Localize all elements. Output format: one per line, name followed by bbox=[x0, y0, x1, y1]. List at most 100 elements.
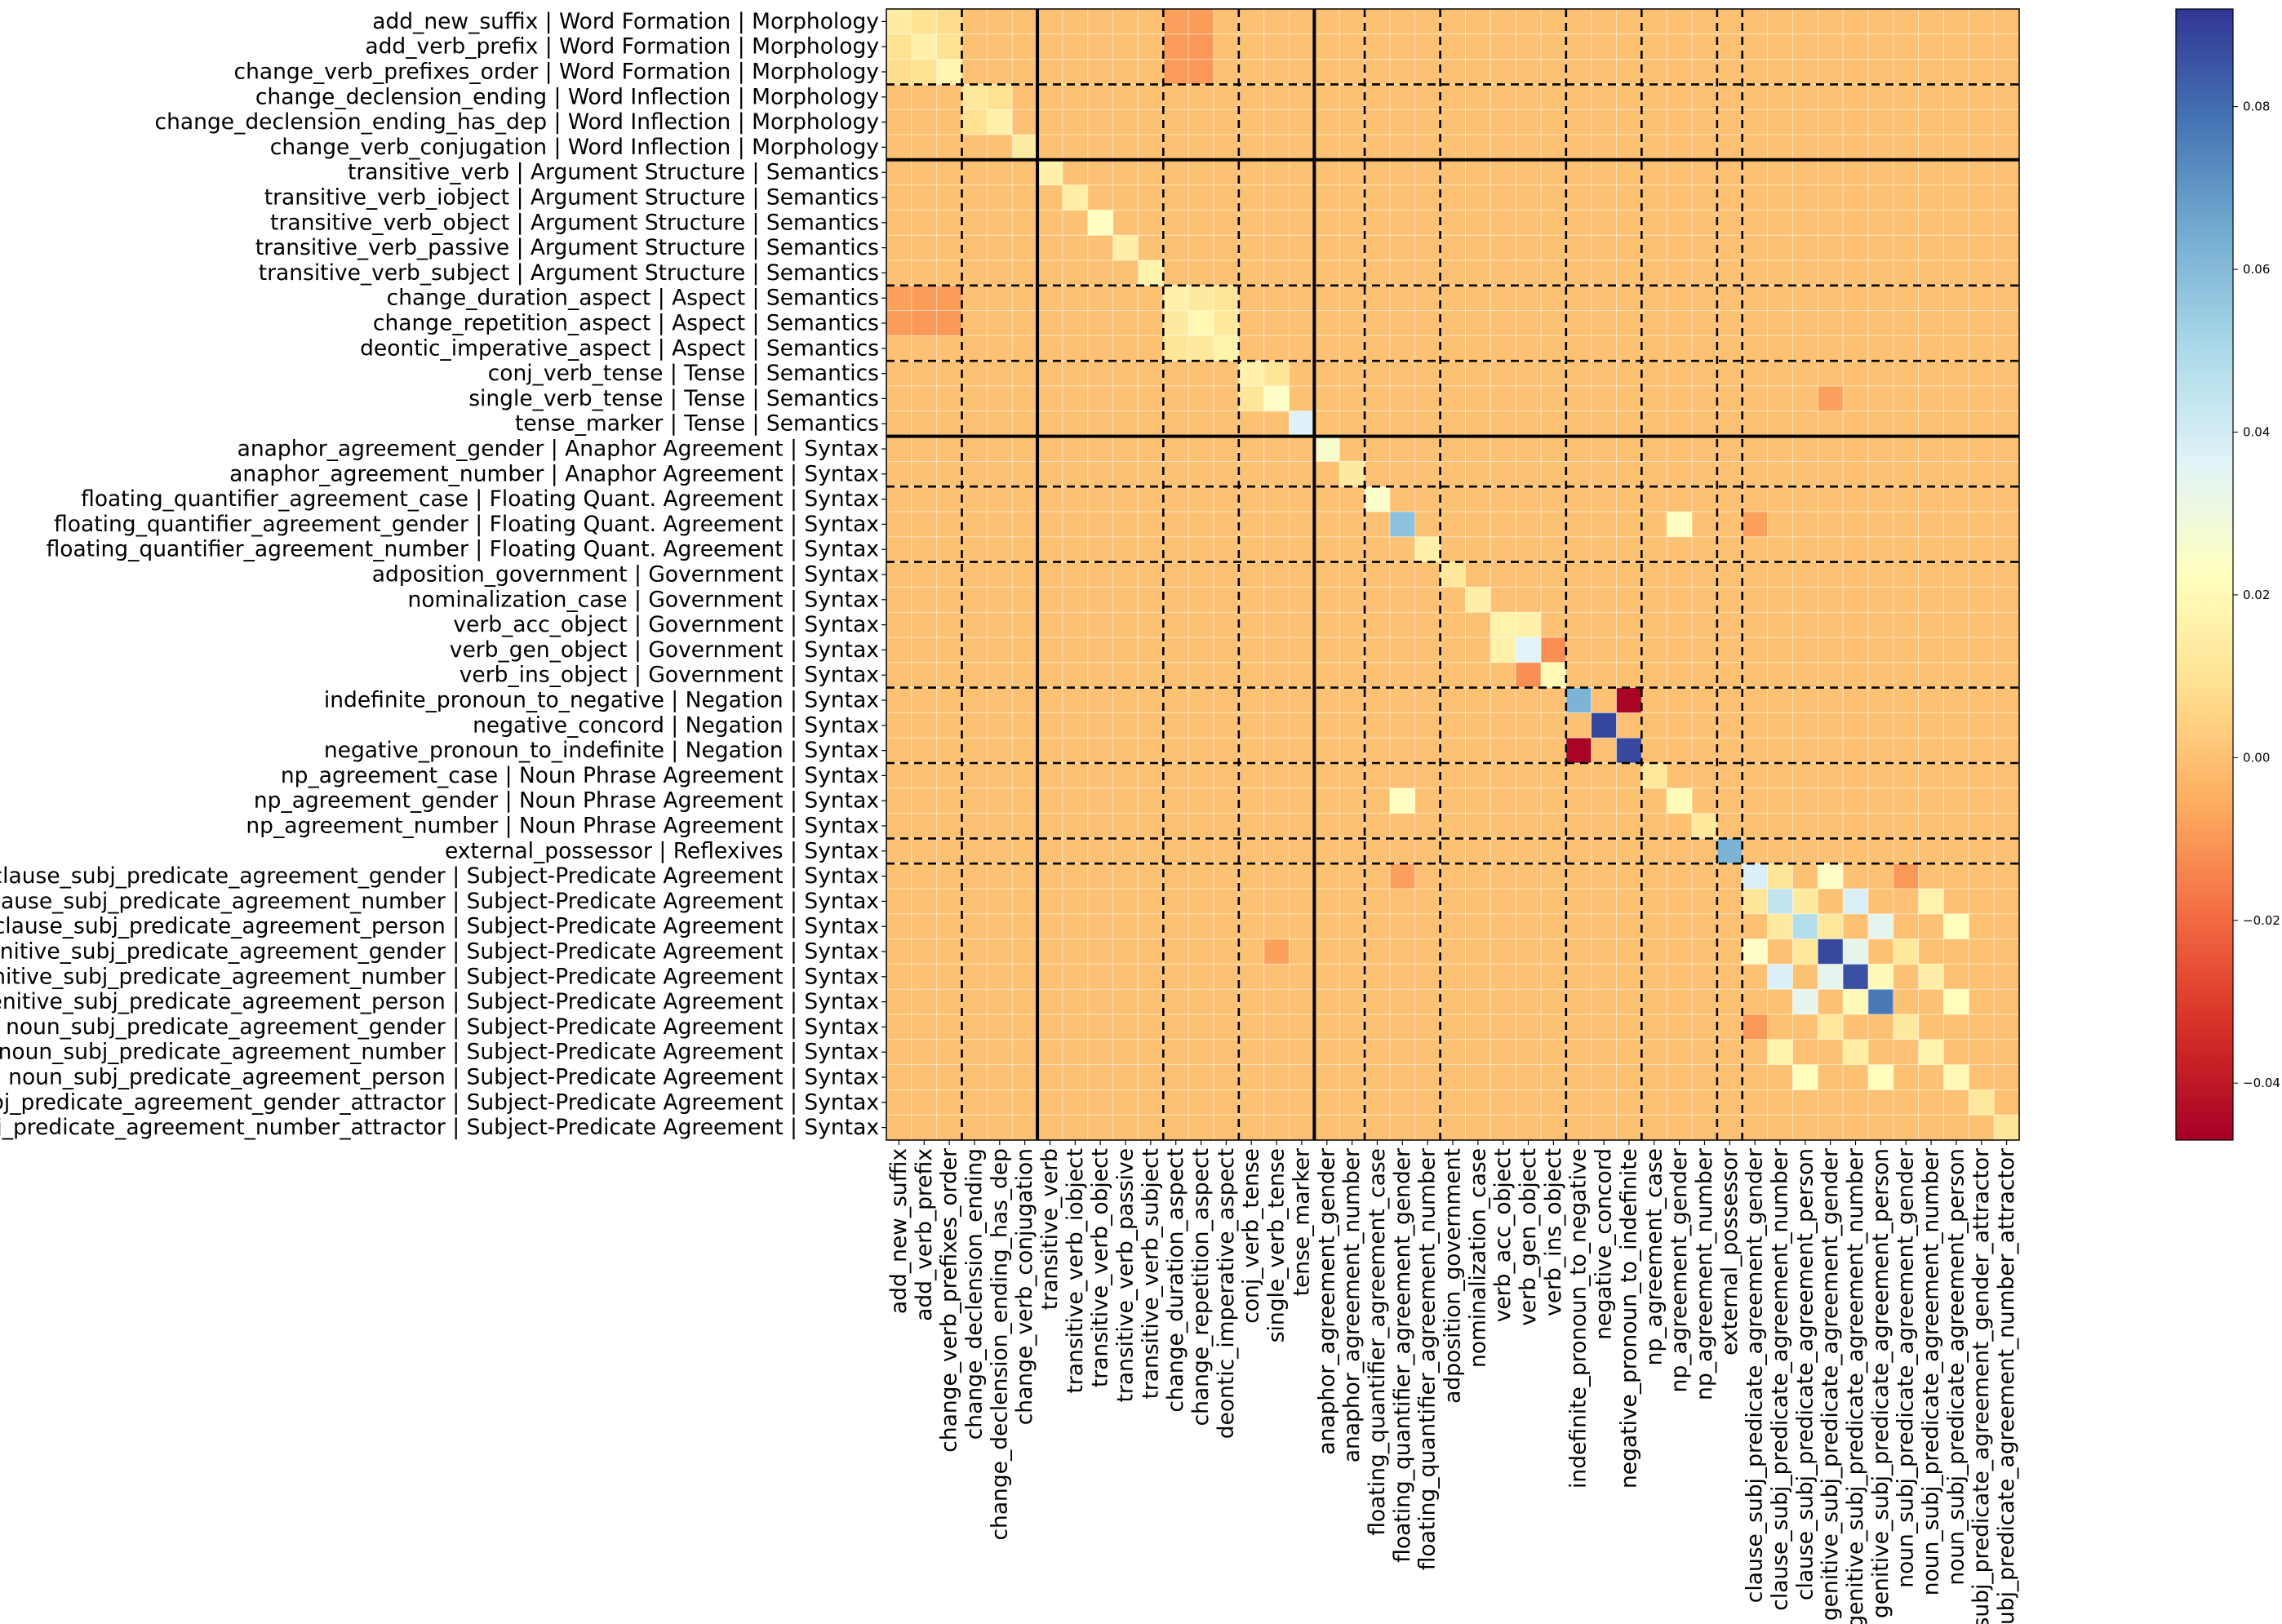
heatmap-cell bbox=[1389, 159, 1416, 185]
heatmap-cell bbox=[1843, 838, 1869, 864]
heatmap-cell bbox=[911, 410, 938, 437]
heatmap-cell bbox=[1465, 135, 1491, 161]
heatmap-cell bbox=[1969, 260, 1995, 286]
heatmap-cell bbox=[911, 310, 938, 336]
heatmap-cell bbox=[1565, 486, 1592, 512]
heatmap-cell bbox=[1087, 436, 1113, 462]
heatmap-cell bbox=[1238, 763, 1265, 789]
heatmap-cell bbox=[1188, 938, 1214, 965]
column-label: nominalization_case bbox=[1465, 1148, 1490, 1368]
heatmap-cell bbox=[1087, 913, 1113, 939]
heatmap-cell bbox=[1641, 210, 1667, 236]
heatmap-cell bbox=[1843, 612, 1869, 638]
heatmap-cell bbox=[1339, 813, 1365, 839]
row-label: clause_subj_predicate_agreement_person |… bbox=[0, 914, 879, 939]
heatmap-cell bbox=[1087, 989, 1113, 1015]
heatmap-cell bbox=[1540, 989, 1567, 1015]
heatmap-cell bbox=[1591, 33, 1617, 60]
heatmap-cell bbox=[1943, 260, 1969, 286]
heatmap-cell bbox=[1263, 1064, 1290, 1090]
heatmap-cell bbox=[1716, 210, 1743, 236]
heatmap-cell bbox=[1012, 84, 1038, 110]
heatmap-cell bbox=[1087, 109, 1113, 135]
heatmap-cell bbox=[1062, 335, 1089, 362]
heatmap-cell bbox=[1843, 335, 1869, 362]
heatmap-cell bbox=[911, 33, 938, 60]
heatmap-cell bbox=[1087, 410, 1113, 437]
heatmap-cell bbox=[1188, 9, 1214, 35]
heatmap-cell bbox=[886, 159, 912, 185]
heatmap-cell bbox=[1414, 135, 1441, 161]
row-label: np_agreement_case | Noun Phrase Agreemen… bbox=[281, 763, 879, 788]
heatmap-cell bbox=[1767, 84, 1793, 110]
heatmap-cell bbox=[1138, 687, 1164, 713]
heatmap-cell bbox=[886, 135, 912, 161]
heatmap-cell bbox=[1389, 33, 1416, 60]
heatmap-cell bbox=[1188, 436, 1214, 462]
heatmap-cell bbox=[1969, 662, 1995, 688]
heatmap-cell bbox=[1943, 84, 1969, 110]
heatmap-cell bbox=[1742, 436, 1768, 462]
heatmap-cell bbox=[1540, 260, 1567, 286]
heatmap-cell bbox=[1994, 788, 2020, 814]
heatmap-cell bbox=[886, 235, 912, 261]
heatmap-cell bbox=[1213, 637, 1240, 663]
heatmap-cell bbox=[911, 813, 938, 839]
heatmap-cell bbox=[1540, 486, 1567, 512]
heatmap-cell bbox=[1037, 461, 1063, 487]
row-label: noun_subj_predicate_agreement_person | S… bbox=[8, 1065, 879, 1090]
heatmap-cell bbox=[1742, 361, 1768, 387]
heatmap-cell bbox=[1012, 436, 1038, 462]
heatmap-cell bbox=[1818, 587, 1844, 613]
heatmap-cell bbox=[1867, 738, 1894, 764]
heatmap-cell bbox=[1213, 84, 1240, 110]
heatmap-cell bbox=[1012, 1115, 1038, 1141]
heatmap-cell bbox=[1565, 33, 1592, 60]
heatmap-cell bbox=[1188, 260, 1214, 286]
heatmap-cell bbox=[1969, 612, 1995, 638]
heatmap-cell bbox=[1339, 486, 1365, 512]
heatmap-cell bbox=[1087, 1039, 1113, 1065]
heatmap-cell bbox=[1490, 662, 1516, 688]
heatmap-cell bbox=[1012, 712, 1038, 739]
heatmap-cell bbox=[1490, 436, 1516, 462]
heatmap-cell bbox=[1843, 1039, 1869, 1065]
heatmap-cell bbox=[1742, 285, 1768, 311]
heatmap-cell bbox=[1867, 109, 1894, 135]
heatmap-cell bbox=[1893, 863, 1920, 890]
heatmap-cell bbox=[1692, 109, 1718, 135]
heatmap-cell bbox=[1263, 84, 1290, 110]
heatmap-cell bbox=[1767, 386, 1793, 412]
heatmap-cell bbox=[1667, 159, 1693, 185]
heatmap-cell bbox=[1742, 763, 1768, 789]
heatmap-cell bbox=[1138, 838, 1164, 864]
heatmap-cell bbox=[1087, 838, 1113, 864]
heatmap-cell bbox=[1163, 361, 1189, 387]
heatmap-cell bbox=[1012, 662, 1038, 688]
heatmap-cell bbox=[1792, 1014, 1818, 1041]
heatmap-cell bbox=[1062, 1014, 1089, 1041]
row-label: change_declension_ending | Word Inflecti… bbox=[255, 84, 879, 109]
heatmap-cell bbox=[1565, 687, 1592, 713]
heatmap-cell bbox=[1465, 33, 1491, 60]
heatmap-cell bbox=[1188, 410, 1214, 437]
heatmap-cell bbox=[1667, 612, 1693, 638]
column-label: clause_subj_predicate_agreement_person bbox=[1792, 1148, 1818, 1600]
heatmap-cell bbox=[1238, 863, 1265, 890]
heatmap-cell bbox=[1540, 763, 1567, 789]
heatmap-cell bbox=[1818, 335, 1844, 362]
heatmap-cell bbox=[961, 788, 988, 814]
heatmap-cell bbox=[1969, 9, 1995, 35]
heatmap-cell bbox=[1339, 184, 1365, 211]
heatmap-cell bbox=[1742, 989, 1768, 1015]
heatmap-cell bbox=[1792, 712, 1818, 739]
heatmap-cell bbox=[1994, 989, 2020, 1015]
colorbar-tick-label: 0.06 bbox=[2243, 262, 2270, 277]
heatmap-cell bbox=[1994, 1039, 2020, 1065]
heatmap-cell bbox=[1742, 536, 1768, 562]
heatmap-cell bbox=[1616, 410, 1642, 437]
heatmap-cell bbox=[1163, 84, 1189, 110]
heatmap-cell bbox=[1238, 9, 1265, 35]
heatmap-cell bbox=[1112, 687, 1139, 713]
heatmap-cell bbox=[1163, 561, 1189, 588]
